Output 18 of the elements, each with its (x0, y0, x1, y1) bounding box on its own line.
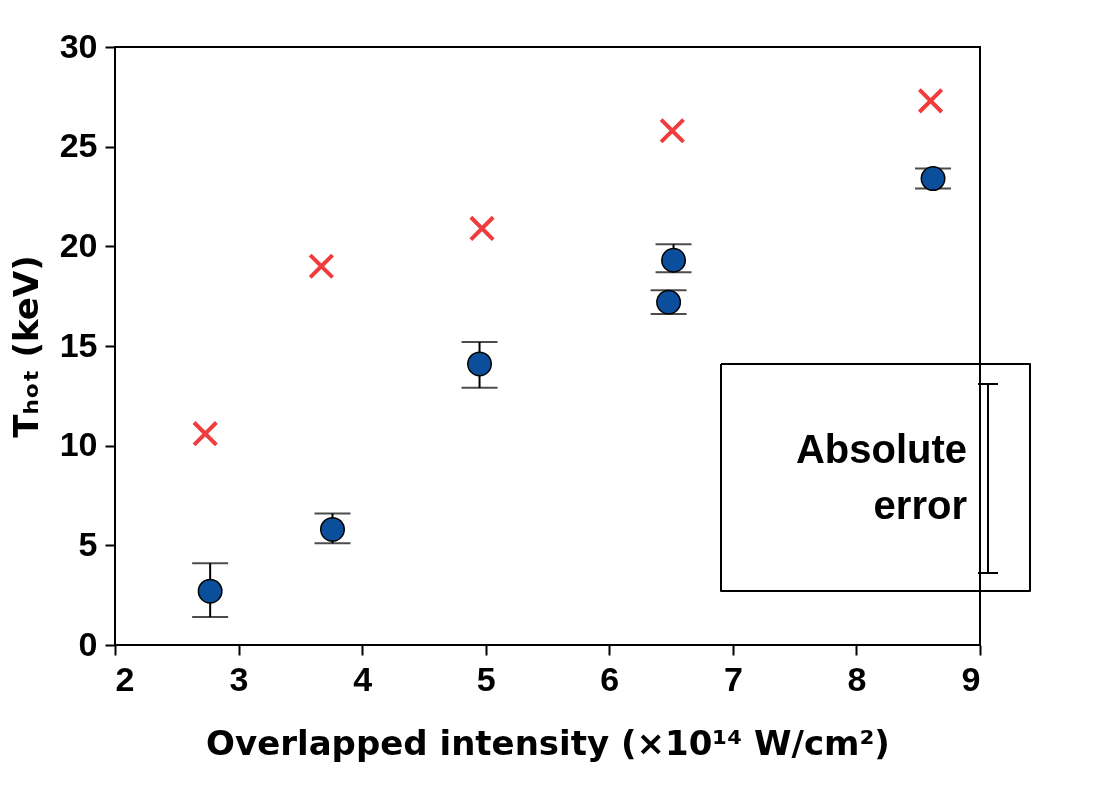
x-tick-label: 8 (847, 659, 867, 698)
y-tick-label: 20 (59, 225, 98, 264)
x-tick-label: 6 (600, 659, 620, 698)
y-tick-label: 5 (78, 524, 98, 563)
x-tick-label: 9 (961, 659, 981, 698)
annotation: Absolute error (795, 427, 967, 527)
x-tick-label: 4 (353, 659, 373, 698)
x-axis-title: Overlapped intensity (×10¹⁴ W/cm²) (206, 722, 890, 763)
y-tick-label: 0 (78, 624, 98, 663)
y-tick-label: 30 (59, 26, 98, 65)
y-tick-label: 25 (59, 126, 98, 165)
y-tick-label: 15 (59, 325, 98, 364)
y-axis-title: Tₕₒₜ (keV) (5, 255, 46, 438)
x-tick-label: 3 (229, 659, 249, 698)
y-tick-label: 10 (59, 425, 98, 464)
x-tick-label: 5 (476, 659, 496, 698)
x-tick-label: 7 (723, 659, 743, 698)
x-tick-label: 2 (115, 659, 135, 698)
